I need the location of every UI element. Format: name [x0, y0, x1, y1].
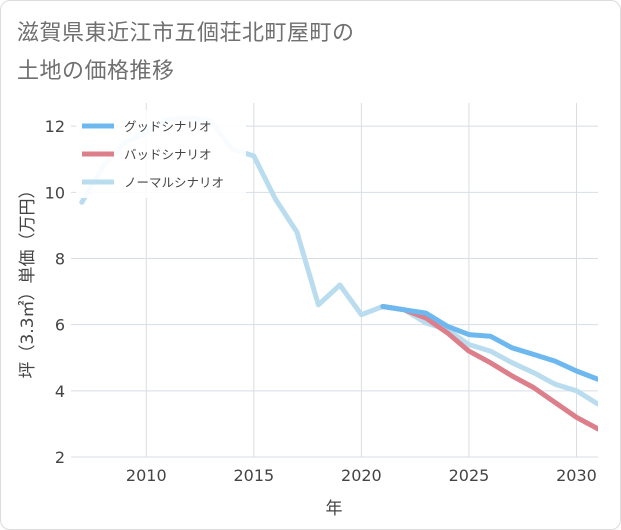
- x-tick-label-2030: 2030: [556, 466, 597, 485]
- legend-label-2: ノーマルシナリオ: [124, 175, 224, 190]
- chart-title-line1: 滋賀県東近江市五個荘北町屋町の: [17, 21, 355, 46]
- chart-title: 滋賀県東近江市五個荘北町屋町の 土地の価格推移: [17, 15, 577, 91]
- y-axis-label: 坪（3.3㎡）単価（万円）: [18, 181, 38, 378]
- x-tick-label-2015: 2015: [233, 466, 274, 485]
- y-tick-label-12: 12: [45, 117, 65, 136]
- x-tick-label-2010: 2010: [126, 466, 167, 485]
- series-line-bad: [380, 304, 598, 432]
- y-tick-label-8: 8: [55, 249, 65, 268]
- x-tick-label-2025: 2025: [449, 466, 490, 485]
- series-line-good: [380, 304, 598, 382]
- y-tick-label-2: 2: [55, 448, 65, 467]
- chart-title-line2: 土地の価格推移: [17, 59, 175, 84]
- legend-label-1: バッドシナリオ: [124, 147, 212, 162]
- y-tick-label-10: 10: [45, 183, 65, 202]
- legend-label-0: グッドシナリオ: [124, 119, 212, 134]
- y-tick-label-4: 4: [55, 382, 65, 401]
- x-tick-label-2020: 2020: [341, 466, 382, 485]
- y-tick-label-6: 6: [55, 316, 65, 335]
- tick-labels: 2 4 6 8 10 12 2010 2015 2020 2025 2030: [45, 117, 597, 485]
- x-axis-label: 年: [326, 499, 343, 519]
